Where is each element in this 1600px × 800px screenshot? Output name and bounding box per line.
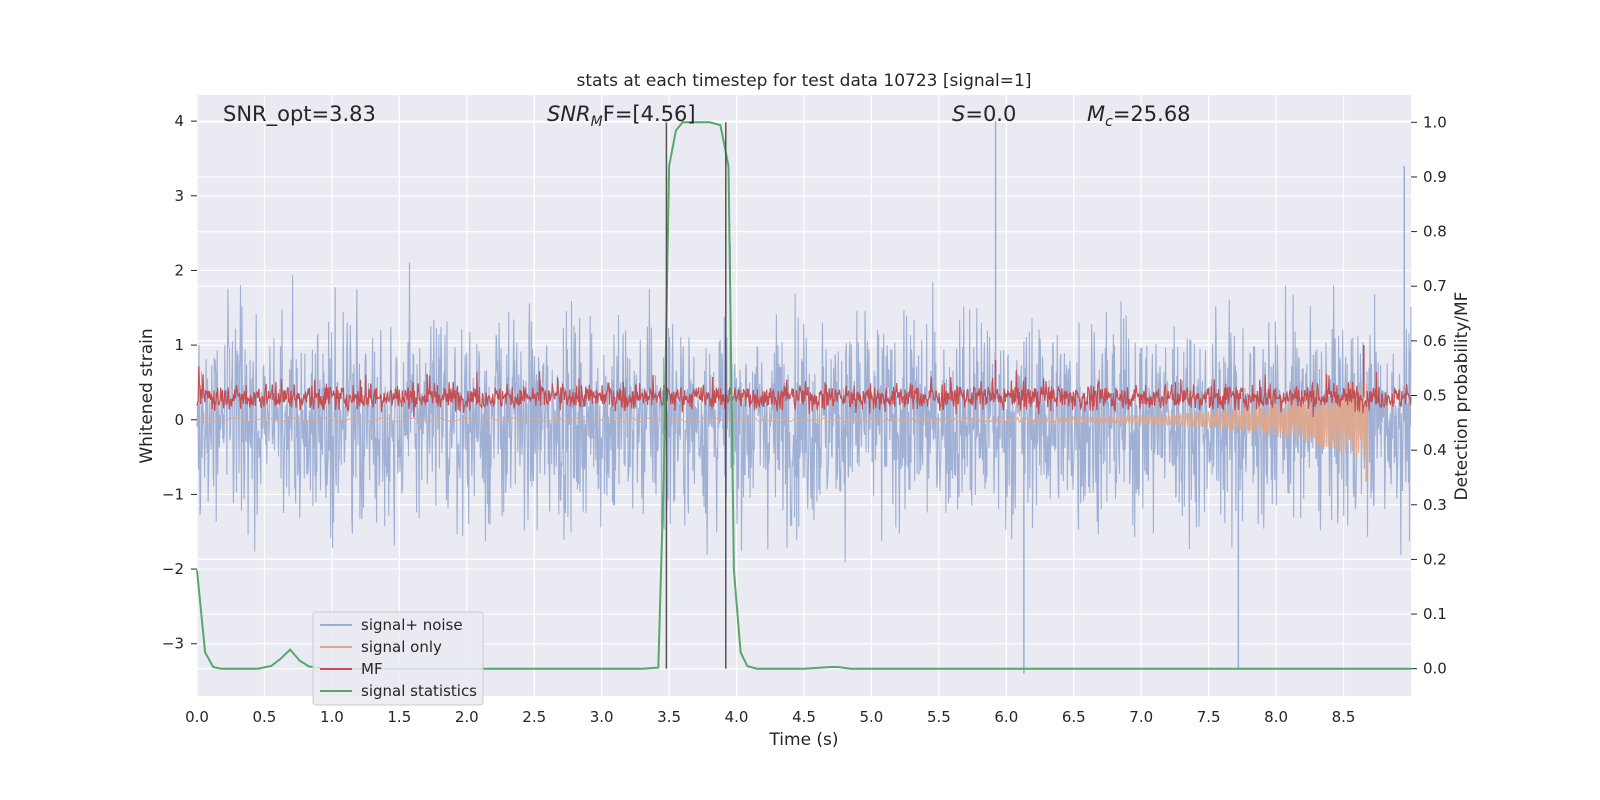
series-signal-statistics [196, 121, 1411, 670]
y-tick-label-right: 0.0 [1423, 660, 1447, 678]
y-tick-label-right: 0.3 [1423, 496, 1447, 514]
y-tick-label-left: 0 [174, 411, 184, 429]
legend-label-signal-plus-noise: signal+ noise [361, 616, 463, 634]
annotation-s: S=0.0 [952, 102, 1016, 126]
x-tick-label: 7.5 [1197, 708, 1221, 726]
legend-box [312, 611, 484, 706]
y-tick-label-right: 0.1 [1423, 605, 1447, 623]
y-tick-label-right: 1.0 [1423, 113, 1447, 131]
y-tick-label-left: 4 [174, 112, 184, 130]
annotation-snr-mf: SNRMF=[4.56] [547, 102, 696, 130]
legend-label-signal-only: signal only [361, 638, 442, 656]
y-tick-label-left: 2 [174, 261, 184, 279]
x-tick-label: 7.0 [1129, 708, 1153, 726]
x-tick-label: 4.5 [792, 708, 816, 726]
y-tick-label-right: 0.6 [1423, 332, 1447, 350]
y-tick-label-right: 0.8 [1423, 223, 1447, 241]
legend-label-mf: MF [361, 660, 383, 678]
signal-statistics-line [196, 121, 1411, 670]
y-tick-label-right: 0.4 [1423, 441, 1447, 459]
series-signal-only [196, 380, 1369, 482]
x-axis-label: Time (s) [768, 730, 838, 750]
x-tick-label: 1.5 [387, 708, 411, 726]
x-tick-label: 5.5 [927, 708, 951, 726]
x-tick-label: 0.5 [253, 708, 277, 726]
x-tick-label: 3.5 [657, 708, 681, 726]
annotation-mc: Mc=25.68 [1087, 102, 1191, 130]
vertical-markers [665, 122, 727, 669]
x-tick-label: 6.5 [1062, 708, 1086, 726]
y-tick-label-left: 3 [174, 187, 184, 205]
x-tick-label: 8.5 [1332, 708, 1356, 726]
y-tick-label-right: 0.9 [1423, 168, 1447, 186]
y-tick-label-left: −3 [162, 635, 184, 653]
annotations: SNR_opt=3.83 SNRMF=[4.56] S=0.0 Mc=25.68 [223, 102, 1191, 130]
x-tick-label: 2.0 [455, 708, 479, 726]
x-tick-label: 8.0 [1264, 708, 1288, 726]
annotation-snr-opt: SNR_opt=3.83 [223, 102, 376, 127]
y-tick-label-right: 0.7 [1423, 277, 1447, 295]
x-tick-label: 1.0 [320, 708, 344, 726]
y-tick-label-right: 0.2 [1423, 550, 1447, 568]
x-tick-label: 3.0 [590, 708, 614, 726]
x-tick-label: 2.5 [522, 708, 546, 726]
x-tick-label: 0.0 [185, 708, 209, 726]
chart-title: stats at each timestep for test data 107… [577, 71, 1032, 91]
legend: signal+ noise signal only MF signal stat… [312, 611, 484, 706]
y-axis-label-left: Whitened strain [137, 328, 157, 463]
noise-trace [196, 243, 1412, 563]
mf-trace [196, 366, 1412, 418]
axis-ticks: 0.0 0.5 1.0 1.5 2.0 2.5 3.0 3.5 4.0 4.5 5.0 5.5 6.0 6… [162, 112, 1447, 726]
y-tick-label-left: 1 [174, 336, 184, 354]
x-tick-label: 4.0 [725, 708, 749, 726]
y-axis-label-right: Detection probability/MF [1452, 292, 1472, 501]
x-tick-label: 5.0 [860, 708, 884, 726]
signal-only-trace [196, 380, 1369, 460]
x-tick-label: 6.0 [994, 708, 1018, 726]
y-tick-label-left: −1 [162, 485, 184, 503]
y-tick-label-right: 0.5 [1423, 387, 1447, 405]
y-tick-label-left: −2 [162, 560, 184, 578]
legend-label-signal-statistics: signal statistics [361, 682, 477, 700]
